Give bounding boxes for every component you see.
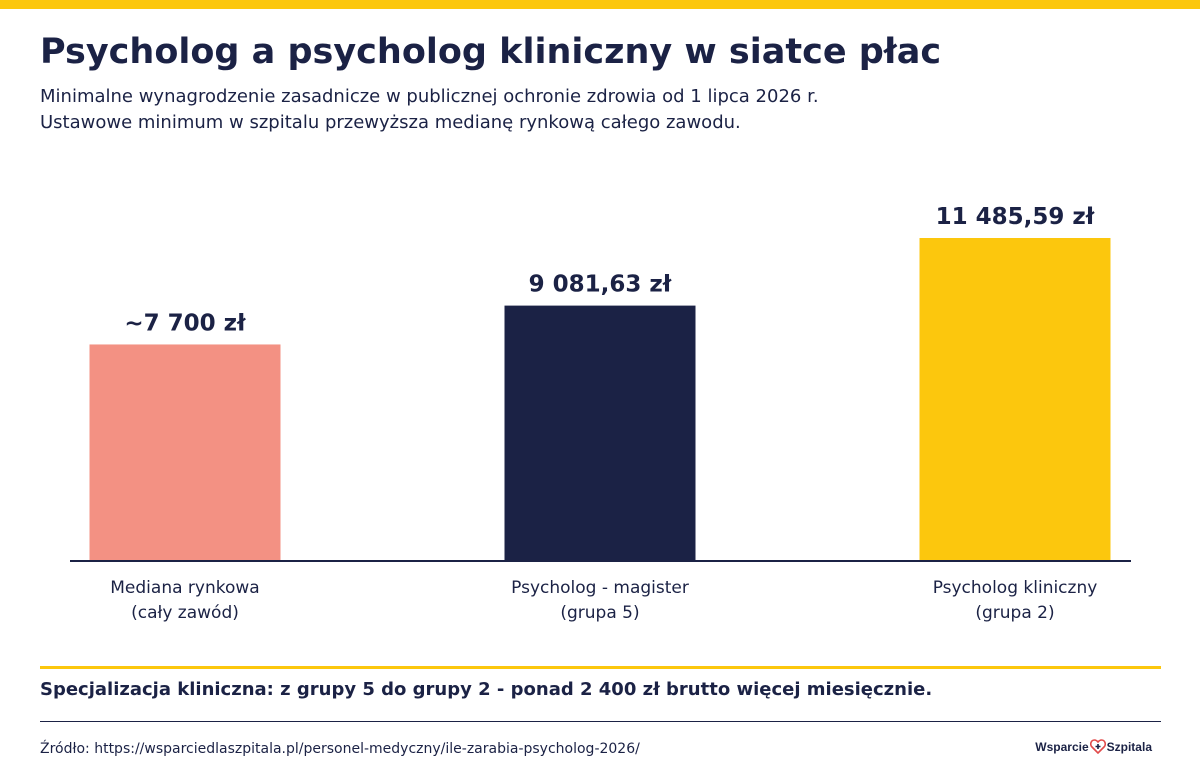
category-label-3-line-1: Psycholog kliniczny (933, 578, 1098, 598)
brand-logo: Wsparcie Szpitala (1035, 739, 1152, 754)
category-label-3-line-2: (grupa 2) (975, 603, 1054, 623)
category-label-1-line-1: Mediana rynkowa (110, 578, 259, 598)
subtitle-line-1: Minimalne wynagrodzenie zasadnicze w pub… (40, 86, 819, 107)
logo-text-left: Wsparcie (1035, 739, 1089, 754)
data-label-3: 11 485,59 zł (936, 204, 1095, 230)
data-label-1: ~7 700 zł (124, 310, 246, 336)
category-label-2-line-2: (grupa 5) (560, 603, 639, 623)
key-takeaway-note: Specjalizacja kliniczna: z grupy 5 do gr… (40, 679, 933, 700)
bar-1 (89, 344, 281, 561)
subtitle-line-2: Ustawowe minimum w szpitalu przewyższa m… (40, 112, 741, 133)
bar-chart: ~7 700 zł Mediana rynkowa (cały zawód) 9 08… (70, 204, 1131, 623)
data-label-2: 9 081,63 zł (529, 272, 672, 298)
bar-2 (504, 305, 696, 561)
source-text: Źródło: https://wsparciedlaszpitala.pl/p… (40, 741, 640, 757)
top-accent-stripe (0, 0, 1200, 9)
bar-3 (919, 238, 1111, 561)
footer-divider-accent (40, 666, 1161, 669)
page-title: Psycholog a psycholog kliniczny w siatce… (40, 32, 942, 72)
logo-text-right: Szpitala (1106, 739, 1152, 754)
category-label-2-line-1: Psycholog - magister (511, 578, 689, 598)
heart-plus-icon (1089, 739, 1106, 754)
category-label-1-line-2: (cały zawód) (131, 603, 239, 623)
footer-divider (40, 721, 1161, 722)
